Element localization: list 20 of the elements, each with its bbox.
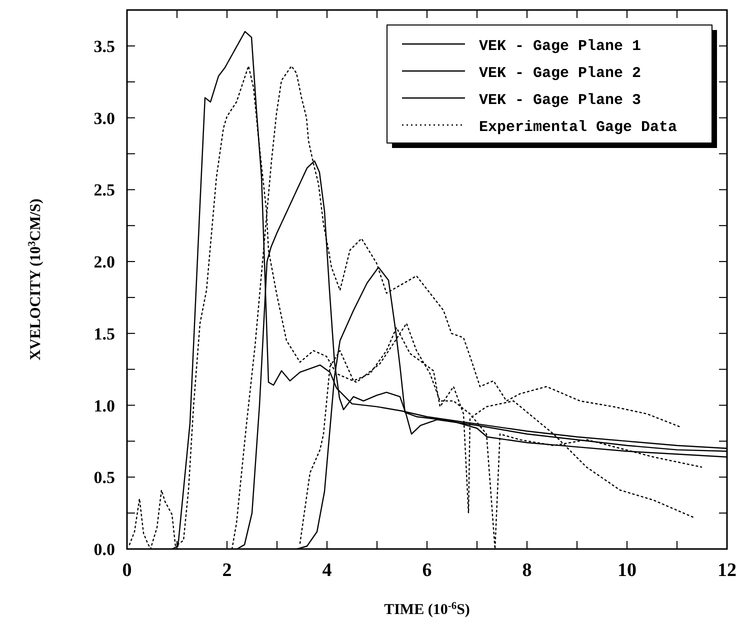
legend-label: VEK - Gage Plane 1 — [479, 38, 642, 55]
x-tick-label: 6 — [422, 560, 432, 581]
y-tick-label: 0.5 — [94, 468, 115, 488]
y-tick-label: 2.0 — [94, 252, 115, 272]
y-tick-label: 1.0 — [94, 396, 115, 416]
y-tick-label: 3.5 — [94, 36, 115, 56]
y-tick-label: 0.0 — [94, 540, 115, 559]
x-tick-label: 4 — [322, 560, 332, 581]
x-tick-label: 2 — [222, 560, 232, 581]
legend-label: VEK - Gage Plane 2 — [479, 65, 642, 82]
legend-label: Experimental Gage Data — [479, 119, 678, 136]
x-tick-label: 8 — [522, 560, 532, 581]
y-tick-label: 3.0 — [94, 108, 115, 128]
x-axis-title: TIME (10$^{-6}$S) — [384, 600, 470, 618]
y-tick-label: 2.5 — [94, 180, 115, 200]
legend-label: VEK - Gage Plane 3 — [479, 92, 642, 109]
x-tick-label: 12 — [718, 560, 736, 581]
y-tick-label: 1.5 — [94, 324, 115, 344]
x-tick-label: 10 — [618, 560, 636, 581]
x-tick-label: 0 — [122, 560, 132, 581]
